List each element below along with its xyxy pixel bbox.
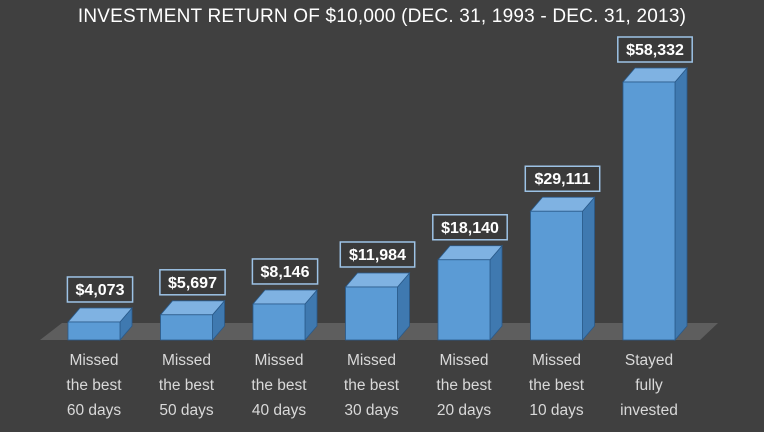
data-label-text: $8,146: [261, 264, 310, 281]
bar-front: [252, 303, 306, 341]
data-label-text: $4,073: [76, 282, 125, 299]
bar-front: [437, 259, 491, 341]
category-label-0: Missed the best 60 days: [66, 352, 122, 419]
data-label-box: [66, 276, 134, 303]
category-label-6: Stayed fully invested: [620, 352, 678, 419]
bar-side: [582, 196, 595, 342]
data-label-text: $58,332: [626, 42, 684, 59]
data-label-5: $29,111: [524, 165, 601, 192]
data-label-2: $8,146: [251, 258, 319, 285]
data-label-box: [159, 269, 226, 296]
bar-1: [159, 299, 226, 342]
data-label-1: $5,697: [159, 269, 226, 296]
data-label-text: $11,984: [349, 247, 406, 264]
data-label-3: $11,984: [339, 241, 416, 268]
category-label-3: Missed the best 30 days: [343, 352, 400, 419]
bar-side: [489, 244, 503, 342]
bar-side: [674, 66, 688, 342]
chart-title: INVESTMENT RETURN OF $10,000 (DEC. 31, 1…: [77, 6, 687, 27]
data-label-text: $29,111: [534, 171, 590, 188]
data-label-6: $58,332: [617, 36, 693, 63]
bar-5: [529, 196, 596, 342]
bar-front: [345, 286, 398, 341]
bar-front: [160, 314, 213, 341]
data-label-box: [524, 165, 601, 192]
category-label-4: Missed the best 20 days: [436, 352, 492, 419]
bar-3: [344, 271, 411, 342]
data-label-box: [617, 36, 693, 63]
category-label-1: Missed the best 50 days: [158, 352, 215, 419]
data-label-box: [339, 241, 416, 268]
category-label-2: Missed the best 40 days: [251, 352, 307, 419]
data-label-text: $18,140: [441, 220, 499, 237]
bar-6: [622, 66, 688, 342]
bar-2: [252, 288, 318, 342]
data-label-0: $4,073: [66, 276, 134, 303]
bar-0: [67, 306, 133, 342]
bar-front: [530, 210, 583, 341]
bar-front: [622, 81, 676, 341]
category-label-5: Missed the best 10 days: [528, 352, 585, 419]
data-label-box: [251, 258, 319, 285]
data-label-box: [432, 214, 508, 241]
data-label-4: $18,140: [432, 214, 508, 241]
data-label-text: $5,697: [168, 275, 217, 292]
bar-front: [67, 321, 121, 341]
bar-4: [437, 244, 503, 342]
